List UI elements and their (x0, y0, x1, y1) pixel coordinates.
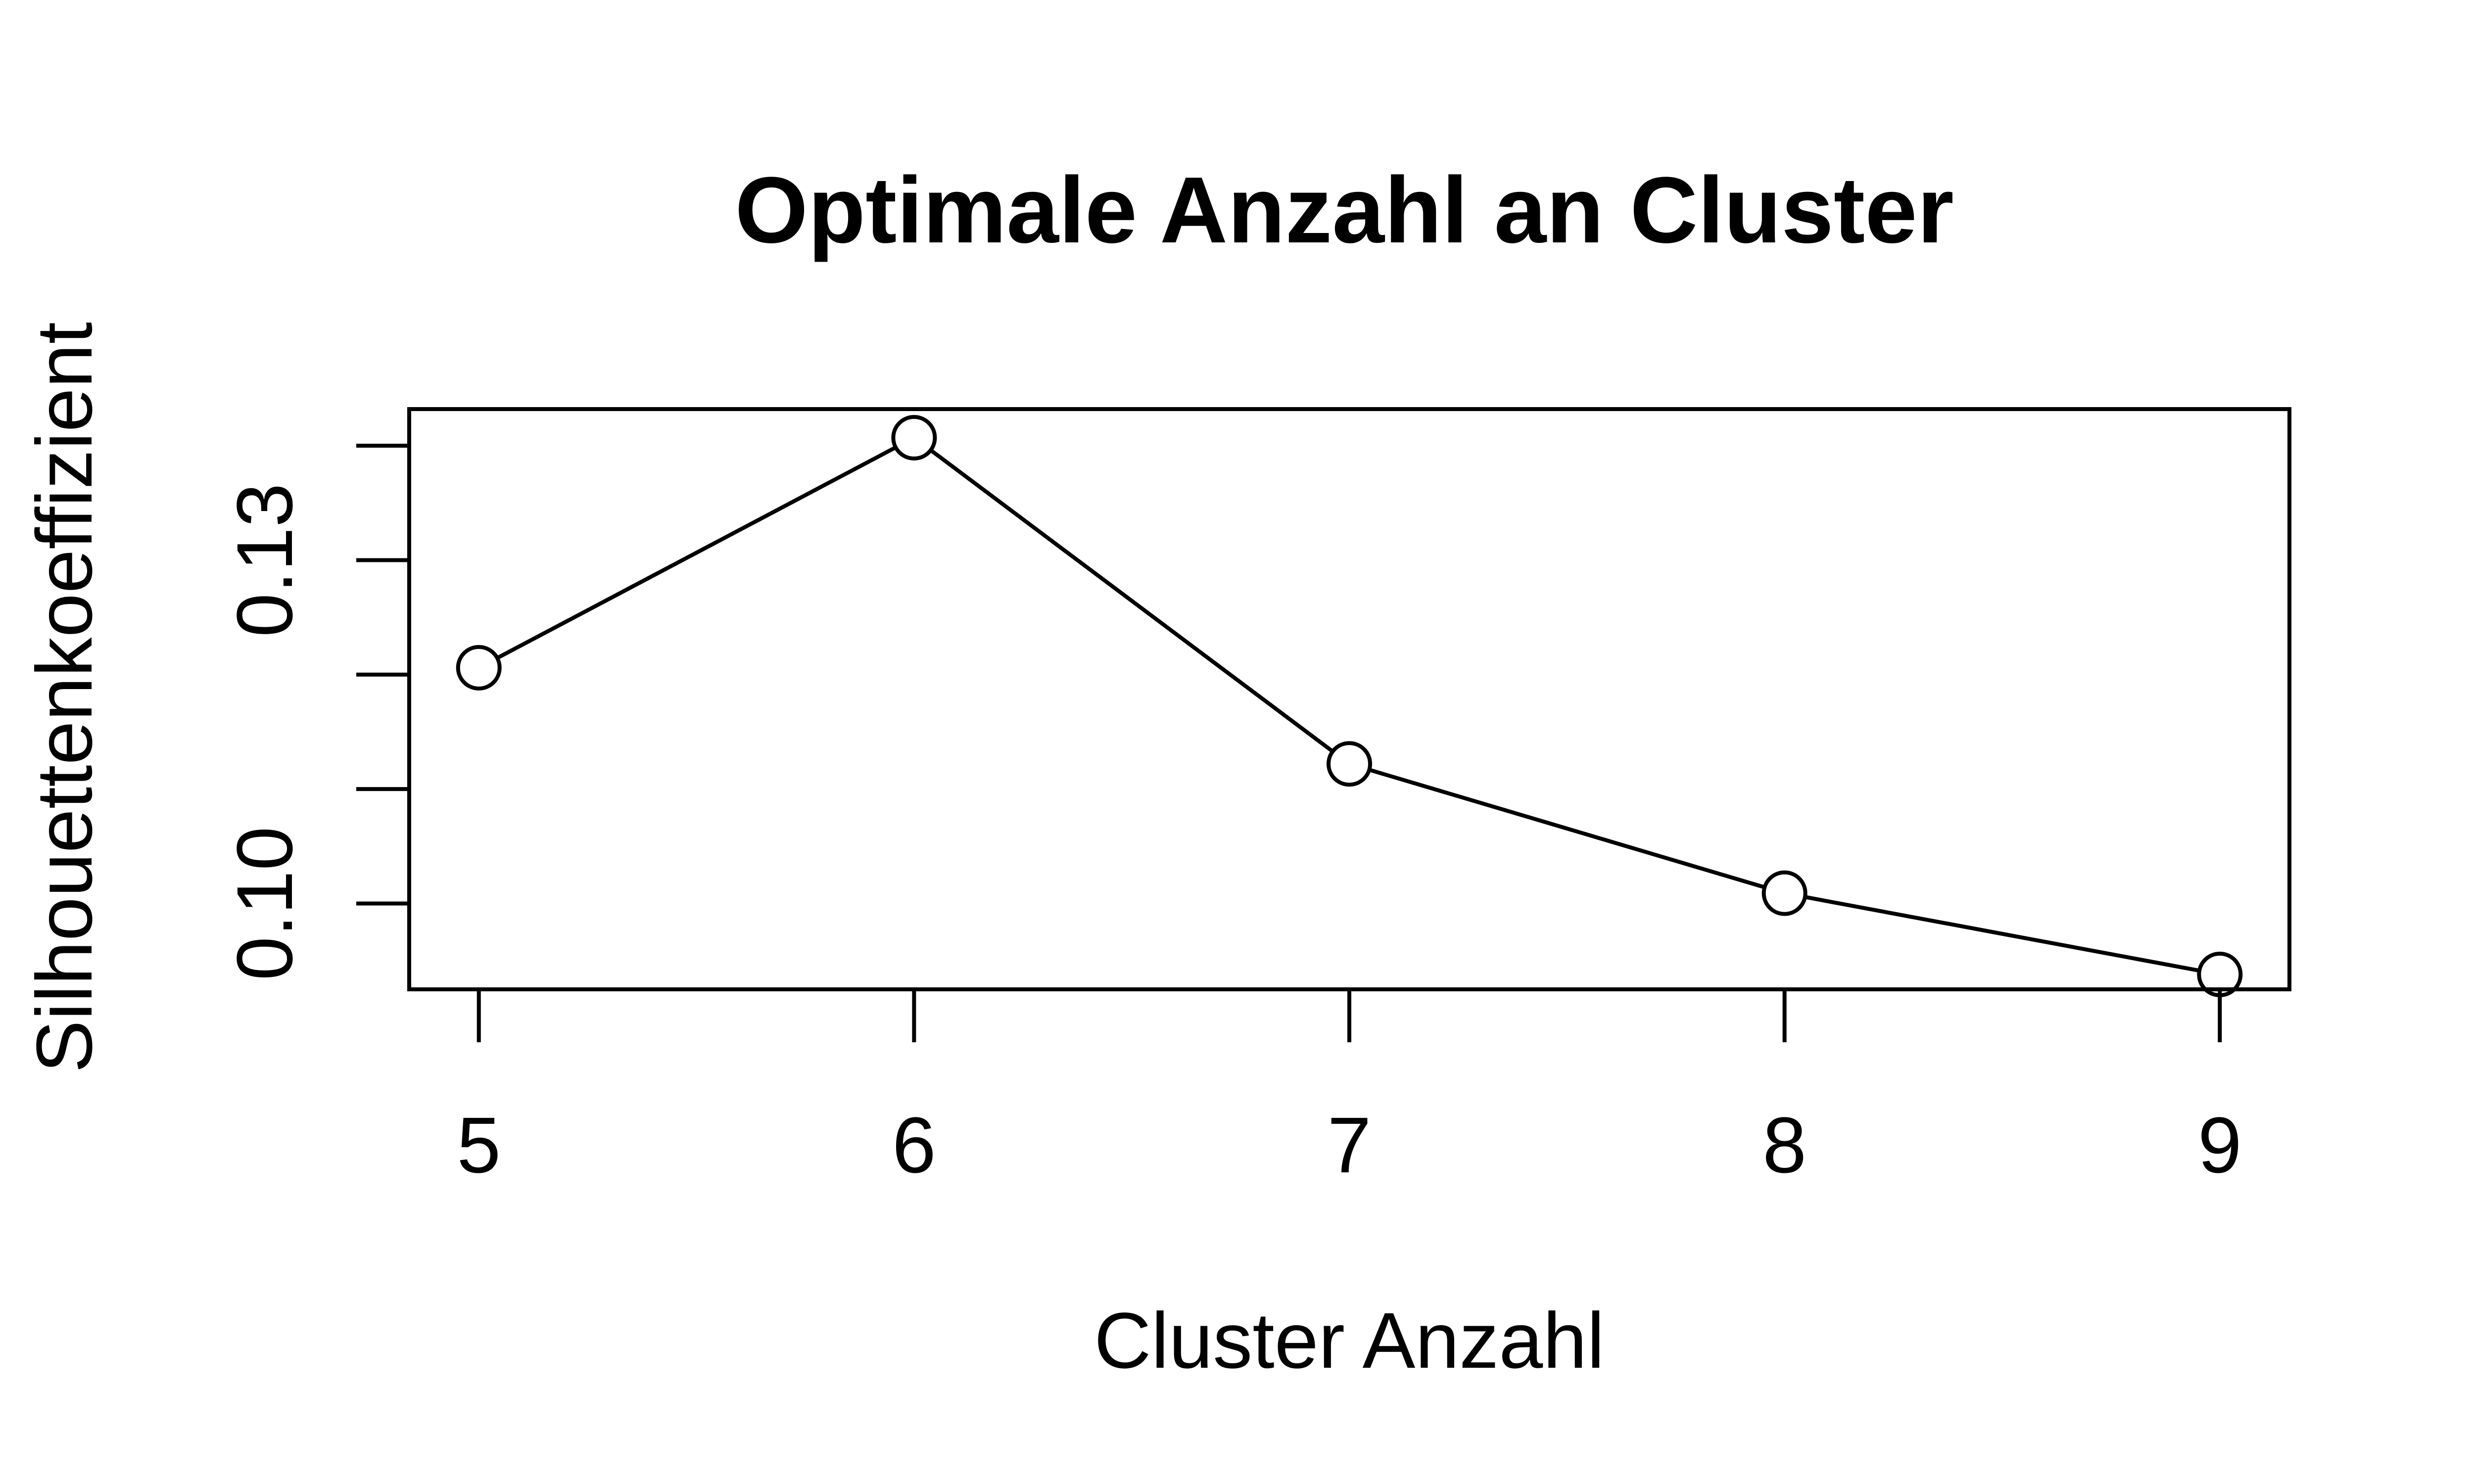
series-group (456, 415, 2243, 997)
plot-frame (407, 407, 2291, 991)
x-tick-label: 6 (892, 1101, 936, 1189)
data-point (1327, 741, 1372, 787)
data-point (456, 645, 502, 691)
y-tick-label: 0.10 (220, 827, 309, 980)
series-segment (929, 448, 1334, 753)
x-tick-label: 8 (1762, 1101, 1807, 1189)
data-point (1761, 870, 1808, 916)
series-segment (1805, 895, 2200, 973)
y-tick-label: 0.13 (220, 483, 309, 637)
x-tick-label: 9 (2198, 1101, 2242, 1189)
x-tick-label: 5 (457, 1101, 501, 1189)
x-axis-label: Cluster Anzahl (1094, 1296, 1605, 1385)
series-segment (496, 445, 897, 660)
y-axis-label: Silhouettenkoeffizient (20, 322, 108, 1073)
data-point (891, 415, 937, 461)
x-tick-label: 7 (1328, 1101, 1372, 1189)
data-point (2197, 951, 2243, 997)
chart-title: Optimale Anzahl an Cluster (735, 158, 1953, 263)
y-axis: 0.10 0.13 (220, 444, 409, 980)
x-axis: 5 6 7 8 9 (457, 989, 2242, 1189)
series-segment (1369, 768, 1765, 889)
